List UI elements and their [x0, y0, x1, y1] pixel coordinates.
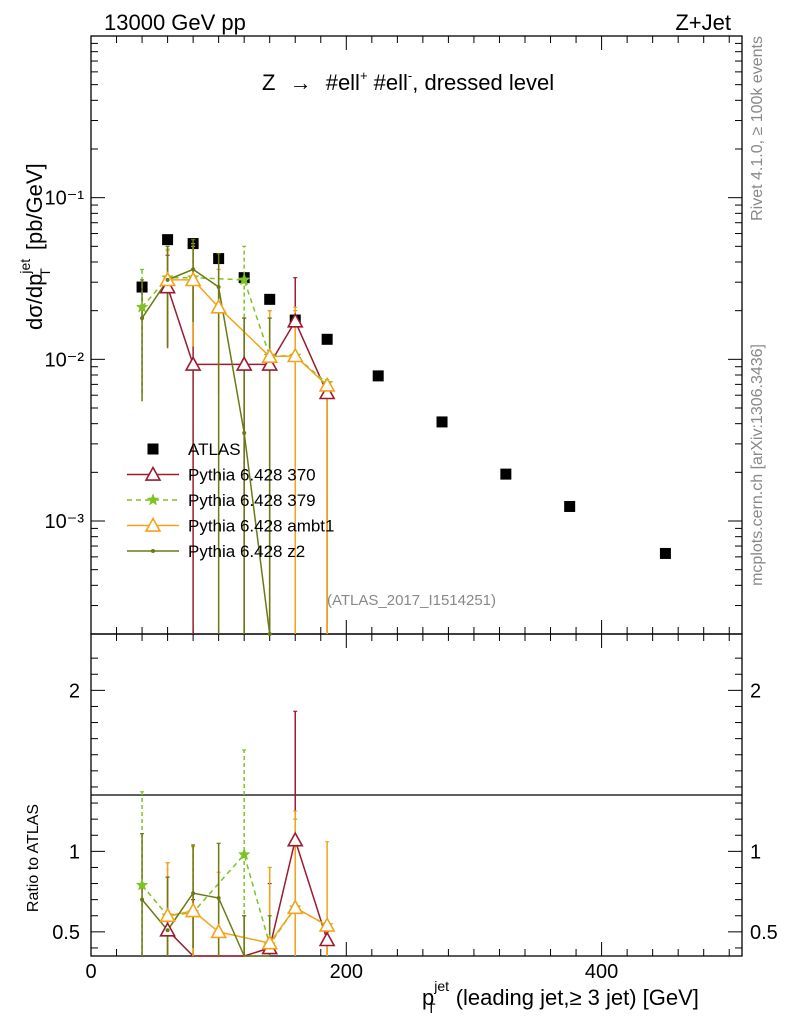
y-tick-label: 10⁻¹ — [45, 188, 85, 210]
data-point — [318, 931, 336, 947]
header-left: 13000 GeV pp — [104, 10, 246, 35]
data-point — [321, 333, 333, 345]
data-point — [191, 267, 196, 272]
xlabel-sub: T — [427, 1000, 436, 1016]
data-point — [242, 431, 247, 436]
data-point — [564, 500, 576, 512]
x-tick-label: 200 — [330, 961, 363, 983]
data-point — [165, 277, 170, 282]
data-point — [318, 916, 336, 932]
ratio-y-axis-label: Ratio to ATLAS — [25, 804, 42, 912]
data-point — [151, 549, 155, 553]
data-point — [140, 316, 145, 321]
data-point — [184, 355, 202, 371]
ylabel-sup: jet — [17, 259, 33, 275]
data-point — [159, 278, 176, 294]
data-point — [135, 878, 149, 891]
data-point — [140, 897, 145, 902]
main-plot-area — [135, 234, 671, 636]
header-right: Z+Jet — [675, 10, 731, 35]
data-point — [216, 285, 221, 290]
axes: 0 200 400 10⁻³ 10⁻² 10⁻¹ 0.5 0.5 1 1 2 2 — [45, 35, 778, 983]
data-point — [210, 298, 228, 314]
analysis-tag: (ATLAS_2017_I1514251) — [327, 592, 496, 609]
data-point — [184, 271, 202, 287]
ratio-y-tick-label: 2 — [69, 680, 80, 702]
legend: ATLAS Pythia 6.428 370 Pythia 6.428 379 Pyt… — [127, 440, 334, 561]
title-arrow: → — [290, 70, 312, 95]
title-lead: Z — [262, 70, 275, 95]
data-point — [372, 370, 384, 382]
legend-label: Pythia 6.428 z2 — [188, 542, 305, 561]
x-tick-label: 400 — [585, 961, 618, 983]
y-tick-label: 10⁻² — [45, 349, 85, 371]
ratio-y-tick-label-right: 1 — [750, 841, 761, 863]
data-point — [210, 923, 228, 939]
series-line — [166, 286, 328, 394]
data-point — [184, 902, 202, 918]
data-point — [235, 355, 253, 371]
legend-label: ATLAS — [188, 440, 241, 459]
data-point — [659, 547, 671, 559]
ratio-y-tick-label-right: 0.5 — [750, 922, 778, 944]
data-point — [261, 347, 279, 363]
data-point — [146, 493, 160, 506]
ratio-y-tick-label-right: 2 — [750, 680, 761, 702]
legend-label: Pythia 6.428 ambt1 — [188, 517, 334, 536]
data-point — [162, 234, 174, 246]
data-point — [191, 891, 196, 896]
y-axis-label: dσ/dpjet T [pb/GeV] — [17, 163, 53, 330]
title-tail: #ell — [326, 70, 360, 95]
data-point — [216, 896, 221, 901]
data-point — [144, 465, 162, 481]
title-tail2: #ell — [368, 70, 408, 95]
plot-title: Z → #ell+ #ell-, dressed level — [262, 68, 554, 95]
rivet-label: Rivet 4.1.0, ≥ 100k events — [749, 36, 766, 221]
data-point — [436, 416, 448, 428]
legend-label: Pythia 6.428 379 — [188, 491, 316, 510]
ratio-y-tick-label: 1 — [69, 841, 80, 863]
data-point — [159, 907, 176, 923]
data-point — [261, 934, 279, 950]
data-point — [318, 376, 336, 392]
ratio-plot-area — [135, 710, 336, 957]
mcplots-label: mcplots.cern.ch [arXiv:1306.3436] — [749, 344, 766, 586]
x-axis-label: pjet T (leading jet,≥ 3 jet) [GeV] — [422, 978, 699, 1016]
xlabel-rest: (leading jet,≥ 3 jet) [GeV] — [450, 985, 699, 1010]
x-tick-label: 0 — [85, 961, 96, 983]
data-point — [261, 355, 279, 371]
title-suffix: , dressed level — [412, 70, 554, 95]
data-point — [135, 300, 149, 313]
xlabel-p: p — [422, 985, 434, 1010]
legend-label: Pythia 6.428 370 — [188, 466, 316, 485]
data-point — [286, 347, 304, 363]
ylabel-sub: T — [37, 268, 53, 277]
data-point — [237, 847, 251, 860]
data-point — [144, 516, 162, 532]
data-point — [165, 928, 170, 933]
data-point — [500, 468, 512, 480]
data-point — [286, 831, 304, 847]
data-point — [286, 312, 304, 328]
title-minus: - — [408, 68, 412, 83]
data-point — [237, 273, 251, 286]
data-point — [318, 384, 336, 400]
data-point — [147, 443, 159, 455]
ylabel-rest: [pb/GeV] — [22, 163, 47, 256]
ratio-series-line — [141, 892, 270, 957]
data-point — [286, 899, 304, 915]
y-tick-label: 10⁻³ — [45, 511, 85, 533]
data-point — [267, 632, 272, 636]
xlabel-sup: jet — [433, 978, 449, 994]
ratio-y-tick-label: 0.5 — [52, 922, 80, 944]
ratio-series-line — [167, 837, 328, 957]
ylabel-lead: dσ/dp — [22, 274, 47, 330]
data-point — [264, 293, 276, 305]
title-plus: + — [360, 68, 368, 83]
